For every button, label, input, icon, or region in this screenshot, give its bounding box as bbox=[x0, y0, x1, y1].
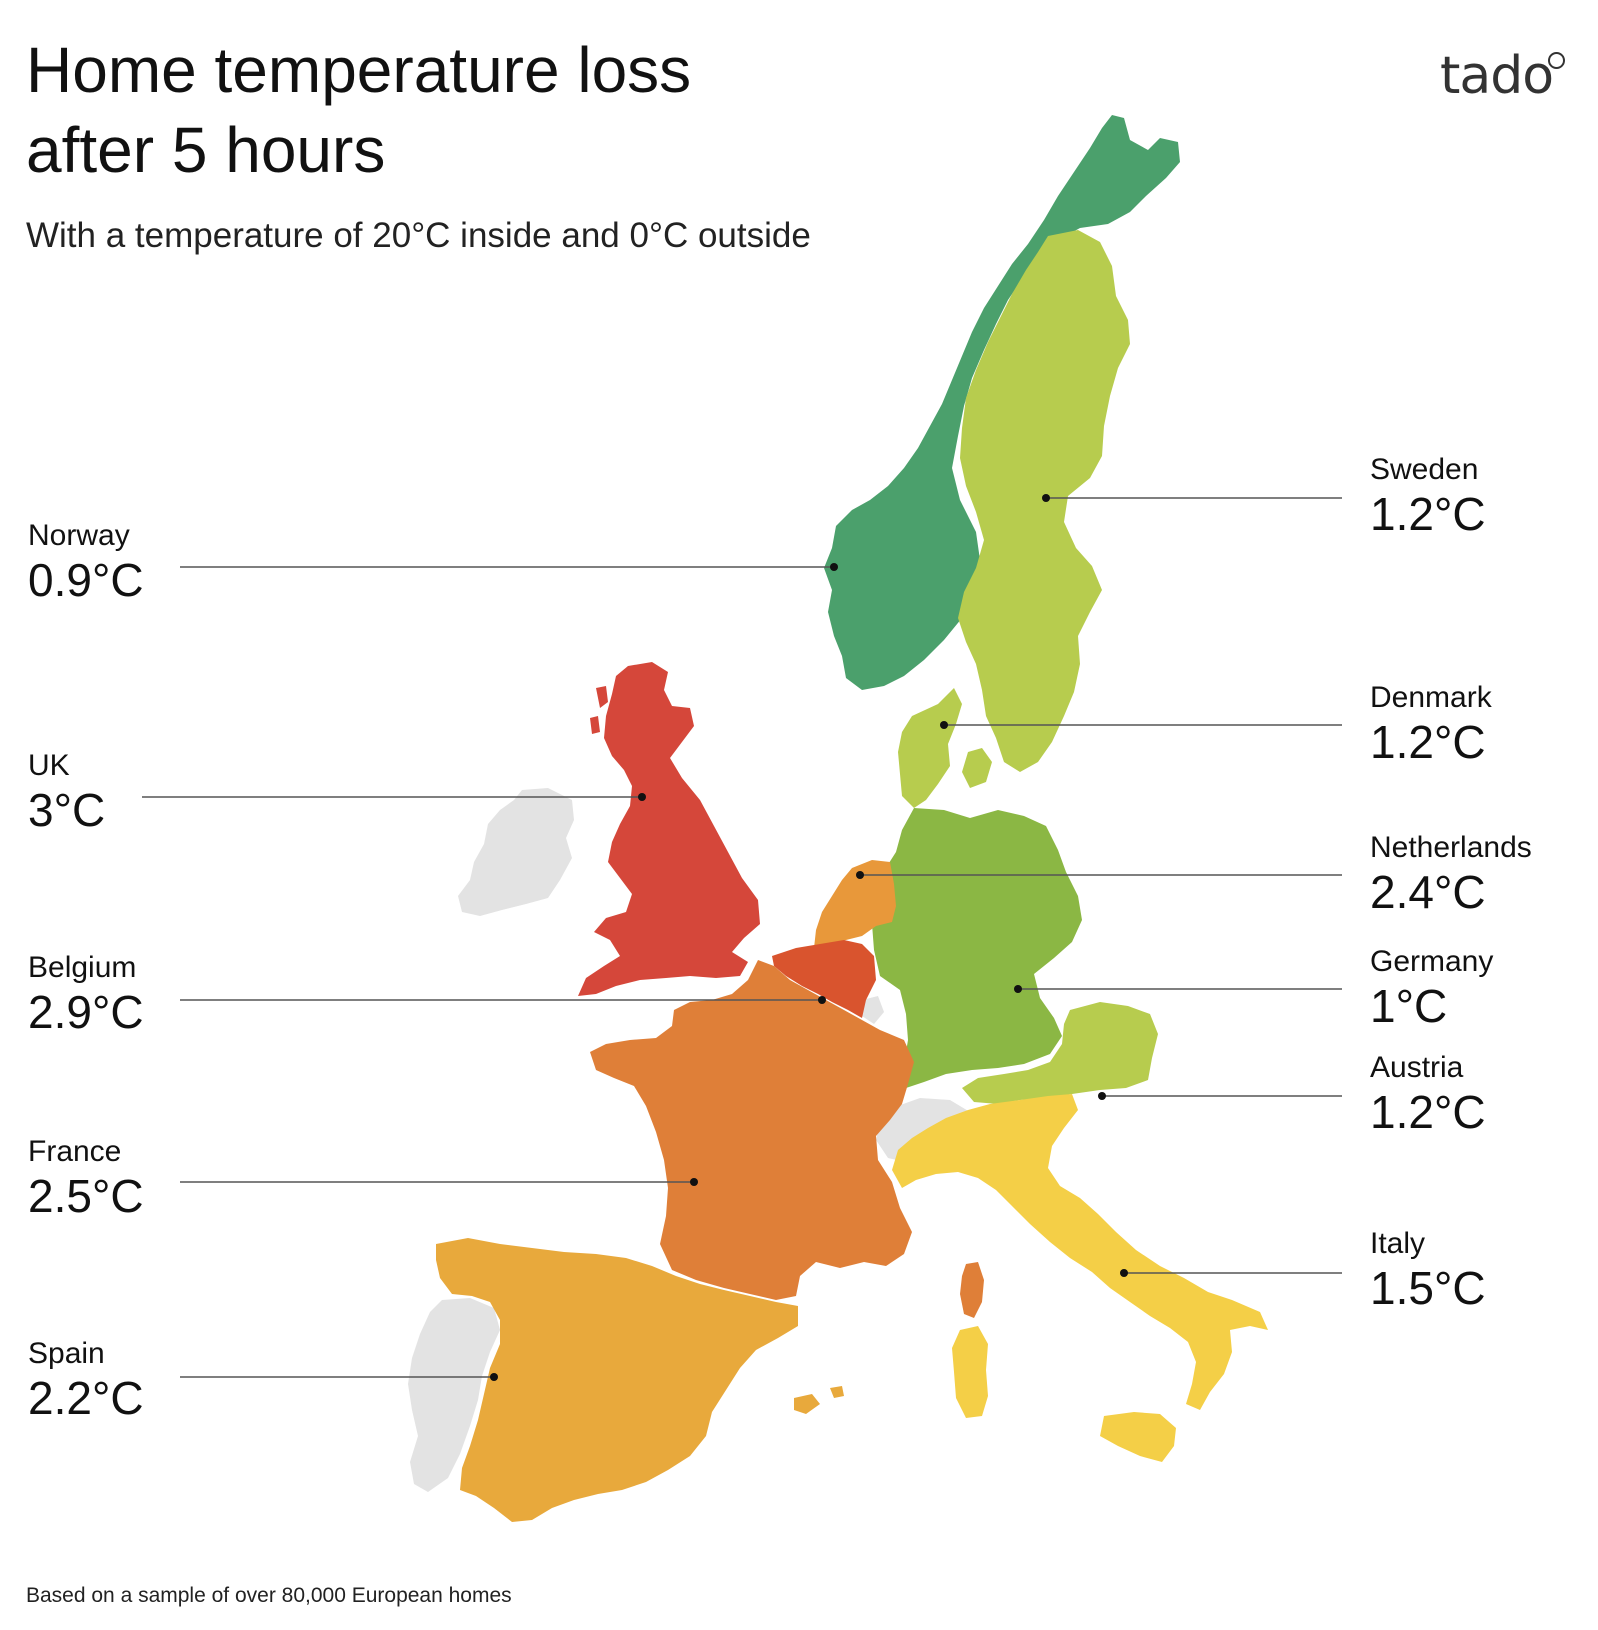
belgium-shape bbox=[772, 940, 876, 1018]
norway-marker bbox=[830, 563, 838, 571]
germany-value: 1°C bbox=[1370, 980, 1448, 1032]
spain-marker bbox=[490, 1373, 498, 1381]
netherlands-shape bbox=[814, 860, 896, 948]
country-markers bbox=[490, 494, 1128, 1381]
title-line-1: Home temperature loss bbox=[26, 34, 692, 106]
italy-name: Italy bbox=[1370, 1227, 1426, 1260]
sweden-marker bbox=[1042, 494, 1050, 502]
italy-shape bbox=[892, 1094, 1268, 1462]
austria-shape bbox=[962, 1002, 1158, 1104]
belgium-marker bbox=[818, 996, 826, 1004]
germany-name: Germany bbox=[1370, 945, 1494, 978]
uk-value: 3°C bbox=[28, 784, 106, 836]
germany-label: Germany 1°C bbox=[1370, 944, 1493, 1032]
france-name: France bbox=[28, 1135, 122, 1168]
norway-name: Norway bbox=[28, 519, 130, 552]
norway-label: Norway 0.9°C bbox=[28, 518, 144, 606]
spain-name: Spain bbox=[28, 1337, 105, 1370]
sweden-value: 1.2°C bbox=[1370, 488, 1486, 540]
ireland-shape bbox=[458, 788, 574, 916]
denmark-shape bbox=[898, 688, 992, 808]
austria-name: Austria bbox=[1370, 1051, 1464, 1084]
denmark-label: Denmark 1.2°C bbox=[1370, 680, 1492, 768]
germany-marker bbox=[1014, 985, 1022, 993]
france-marker bbox=[690, 1178, 698, 1186]
leader-lines bbox=[142, 497, 1342, 1378]
netherlands-marker bbox=[856, 871, 864, 879]
corsica-shape bbox=[960, 1262, 984, 1318]
netherlands-name: Netherlands bbox=[1370, 831, 1532, 864]
france-label: France 2.5°C bbox=[28, 1134, 144, 1222]
austria-value: 1.2°C bbox=[1370, 1086, 1486, 1138]
spain-shape bbox=[436, 1238, 844, 1522]
belgium-label: Belgium 2.9°C bbox=[28, 950, 144, 1038]
netherlands-label: Netherlands 2.4°C bbox=[1370, 830, 1532, 918]
italy-marker bbox=[1120, 1269, 1128, 1277]
luxembourg-shape bbox=[862, 996, 884, 1024]
uk-shape bbox=[578, 662, 760, 996]
belgium-value: 2.9°C bbox=[28, 986, 144, 1038]
uk-label: UK 3°C bbox=[28, 748, 105, 836]
belgium-name: Belgium bbox=[28, 951, 137, 984]
portugal-shape bbox=[408, 1298, 500, 1492]
uk-marker bbox=[638, 793, 646, 801]
denmark-value: 1.2°C bbox=[1370, 716, 1486, 768]
france-shape bbox=[590, 960, 914, 1300]
logo-degree-mark bbox=[1548, 52, 1565, 69]
netherlands-value: 2.4°C bbox=[1370, 866, 1486, 918]
sweden-name: Sweden bbox=[1370, 453, 1479, 486]
spain-value: 2.2°C bbox=[28, 1372, 144, 1424]
title-line-2: after 5 hours bbox=[26, 114, 386, 186]
uk-name: UK bbox=[28, 749, 70, 782]
denmark-name: Denmark bbox=[1370, 681, 1492, 714]
denmark-marker bbox=[940, 721, 948, 729]
map-title: Home temperature loss after 5 hours bbox=[26, 30, 926, 190]
italy-label: Italy 1.5°C bbox=[1370, 1226, 1486, 1314]
footnote: Based on a sample of over 80,000 Europea… bbox=[26, 1584, 512, 1607]
france-value: 2.5°C bbox=[28, 1170, 144, 1222]
country-shapes bbox=[408, 115, 1268, 1522]
italy-value: 1.5°C bbox=[1370, 1262, 1486, 1314]
norway-shape bbox=[824, 115, 1180, 690]
austria-label: Austria 1.2°C bbox=[1370, 1050, 1486, 1138]
spain-label: Spain 2.2°C bbox=[28, 1336, 144, 1424]
tado-logo: tado bbox=[1440, 46, 1554, 106]
austria-marker bbox=[1098, 1092, 1106, 1100]
map-subtitle: With a temperature of 20°C inside and 0°… bbox=[26, 216, 811, 255]
germany-shape bbox=[870, 808, 1082, 1088]
norway-value: 0.9°C bbox=[28, 554, 144, 606]
sweden-label: Sweden 1.2°C bbox=[1370, 452, 1486, 540]
